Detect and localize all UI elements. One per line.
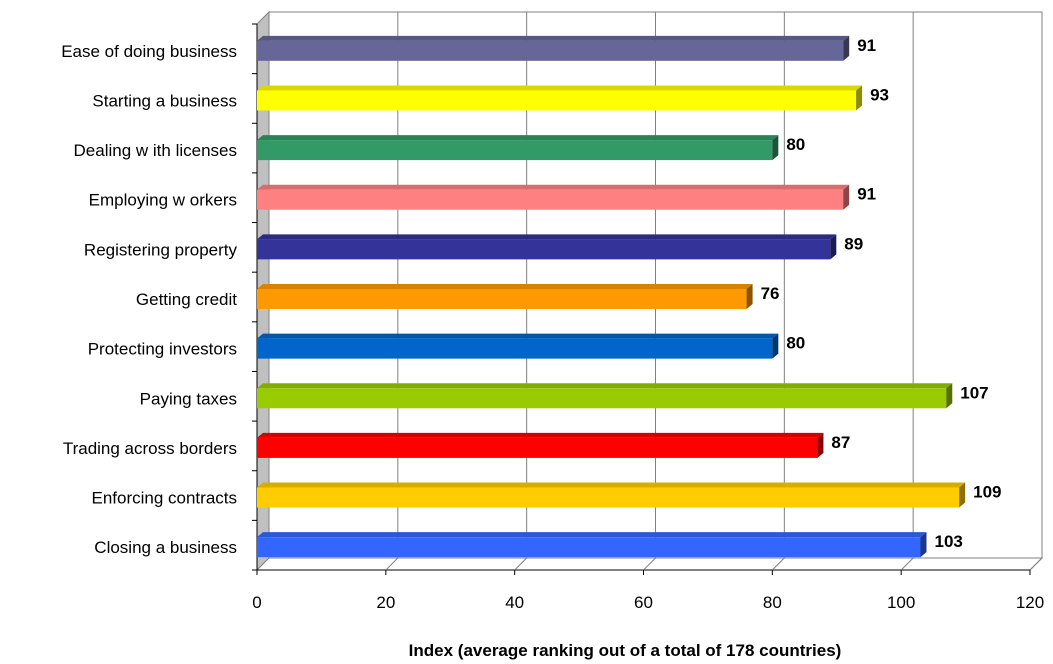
bar	[257, 532, 927, 558]
bar-end-face	[946, 383, 953, 409]
bar-end-face	[920, 532, 927, 558]
category-labels: Ease of doing business Starting a busines…	[61, 42, 237, 557]
bar-top-face	[257, 432, 824, 438]
category-label: Employing w orkers	[89, 191, 237, 210]
category-label: Protecting investors	[88, 340, 237, 359]
bar-end-face	[843, 184, 850, 210]
value-label: 109	[973, 483, 1001, 502]
floor-gridline	[771, 557, 785, 571]
floor-gridline	[900, 557, 914, 571]
category-label: Getting credit	[136, 290, 237, 309]
bar-front-face	[257, 388, 947, 409]
x-tick-label: 40	[505, 593, 524, 612]
bar-end-face	[959, 482, 966, 508]
x-tick-label: 0	[252, 593, 261, 612]
bar-top-face	[257, 383, 953, 389]
bar-end-face	[772, 333, 779, 359]
x-tick-label: 80	[763, 593, 782, 612]
floor-gridline	[514, 557, 528, 571]
value-label: 107	[960, 383, 988, 402]
bar-top-face	[257, 482, 966, 488]
bar-front-face	[257, 289, 747, 309]
category-label: Ease of doing business	[61, 42, 237, 61]
bar-top-face	[257, 184, 850, 190]
bar-end-face	[830, 234, 837, 260]
value-label: 91	[857, 185, 876, 204]
x-axis-title: Index (average ranking out of a total of…	[409, 641, 842, 660]
bar-front-face	[257, 487, 960, 508]
value-label: 89	[844, 234, 863, 253]
bar-top-face	[257, 234, 837, 240]
bar-top-face	[257, 532, 927, 538]
x-tick-label: 120	[1016, 593, 1044, 612]
bar-top-face	[257, 35, 850, 41]
value-labels: 91 93 80 91 89 76 80 107 87 109 103	[761, 36, 1002, 551]
bar	[257, 333, 779, 359]
floor-gridline	[385, 557, 399, 571]
bar	[257, 85, 863, 111]
category-label: Starting a business	[92, 91, 237, 110]
value-label: 80	[786, 334, 805, 353]
bar-front-face	[257, 437, 818, 458]
bar-top-face	[257, 333, 779, 339]
value-label: 91	[857, 36, 876, 55]
category-label: Dealing w ith licenses	[74, 141, 237, 160]
bar	[257, 383, 953, 409]
category-label: Paying taxes	[140, 389, 237, 408]
bar-top-face	[257, 284, 753, 289]
x-tick-label: 20	[376, 593, 395, 612]
bar	[257, 135, 779, 161]
bar-top-face	[257, 85, 863, 91]
value-label: 80	[786, 135, 805, 154]
bar-end-face	[772, 135, 779, 161]
floor-gridline	[643, 557, 656, 571]
x-tick-label: 100	[887, 593, 915, 612]
bar-top-face	[257, 135, 779, 141]
bar-end-face	[817, 432, 824, 458]
bar-end-face	[746, 284, 753, 309]
bar-end-face	[843, 35, 850, 61]
bar-front-face	[257, 140, 773, 161]
floor-gridline	[1029, 557, 1043, 571]
bar-end-face	[856, 85, 863, 111]
x-tick-label: 60	[634, 593, 653, 612]
value-label: 76	[761, 284, 780, 303]
bar	[257, 284, 753, 309]
bar-front-face	[257, 90, 857, 111]
category-label: Closing a business	[94, 538, 237, 557]
value-label: 87	[831, 433, 850, 452]
bar-front-face	[257, 189, 844, 210]
bar	[257, 432, 824, 458]
value-label: 93	[870, 85, 889, 104]
x-tick-labels: 0 20 40 60 80 100 120	[252, 593, 1044, 612]
bar	[257, 184, 850, 210]
category-label: Trading across borders	[63, 439, 237, 458]
bar	[257, 35, 850, 61]
bar	[257, 482, 966, 508]
category-label: Registering property	[84, 240, 238, 259]
bars	[257, 35, 966, 558]
bar-front-face	[257, 338, 773, 359]
bar-front-face	[257, 537, 921, 558]
bar	[257, 234, 837, 260]
bar-front-face	[257, 40, 844, 61]
category-label: Enforcing contracts	[91, 489, 237, 508]
bar-front-face	[257, 239, 831, 260]
value-label: 103	[934, 532, 962, 551]
